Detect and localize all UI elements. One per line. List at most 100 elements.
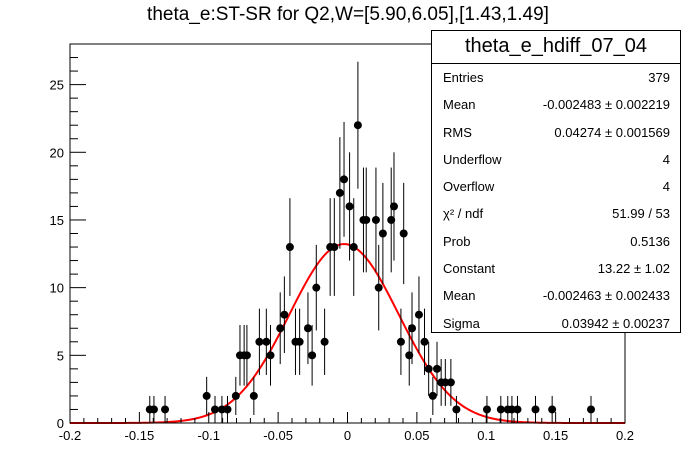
- data-point: [420, 308, 429, 375]
- data-marker: [387, 215, 396, 224]
- data-marker: [149, 405, 158, 414]
- data-marker: [312, 283, 321, 292]
- stat-value: 4: [662, 179, 670, 195]
- stat-value: 0.04274 ± 0.001569: [554, 124, 670, 140]
- data-marker: [330, 243, 339, 252]
- data-marker: [513, 405, 522, 414]
- stat-label: Mean: [443, 288, 476, 304]
- data-point: [349, 198, 358, 296]
- data-point: [389, 152, 398, 261]
- data-point: [210, 395, 219, 423]
- data-marker: [389, 202, 398, 211]
- data-point: [507, 395, 516, 423]
- data-points-layer: [145, 61, 596, 423]
- data-marker: [217, 405, 226, 414]
- x-tick-label: 0.05: [404, 428, 429, 443]
- stat-row-rms: RMS 0.04274 ± 0.001569: [432, 119, 680, 146]
- data-marker: [374, 283, 383, 292]
- data-point: [312, 244, 321, 331]
- data-point: [149, 395, 158, 423]
- data-marker: [441, 378, 450, 387]
- x-tick-label: -0.15: [125, 428, 155, 443]
- data-point: [202, 376, 211, 416]
- x-tick-label: -0.05: [263, 428, 293, 443]
- data-point: [374, 244, 383, 331]
- data-marker: [548, 405, 557, 414]
- stat-row-underflow: Underflow 4: [432, 146, 680, 173]
- data-marker: [432, 364, 441, 373]
- data-marker: [231, 391, 240, 400]
- data-point: [378, 182, 387, 285]
- stats-box: theta_e_hdiff_07_04 Entries 379 Mean -0.00…: [431, 30, 681, 333]
- data-point: [303, 292, 312, 365]
- data-point: [387, 167, 396, 273]
- x-tick-label: 0.15: [543, 428, 568, 443]
- data-marker: [531, 405, 540, 414]
- stat-label: RMS: [443, 124, 472, 140]
- y-tick-label: 5: [57, 348, 64, 363]
- data-marker: [295, 337, 304, 346]
- y-tick-label: 10: [50, 281, 64, 296]
- stat-value: -0.002463 ± 0.002433: [542, 288, 670, 304]
- data-marker: [507, 405, 516, 414]
- stat-row-entries: Entries 379: [432, 64, 680, 91]
- y-tick-label: 25: [50, 78, 64, 93]
- stat-row-constant: Constant 13.22 ± 1.02: [432, 255, 680, 282]
- y-tick-label: 0: [57, 416, 64, 431]
- data-marker: [161, 405, 170, 414]
- data-point: [249, 376, 258, 416]
- data-marker: [340, 175, 349, 184]
- data-marker: [223, 405, 232, 414]
- stat-row-prob: Prob 0.5136: [432, 228, 680, 255]
- data-point: [262, 308, 271, 375]
- data-point: [255, 308, 264, 375]
- stat-value: -0.002483 ± 0.002219: [542, 97, 670, 113]
- data-marker: [303, 324, 312, 333]
- data-marker: [262, 337, 271, 346]
- chart-title: theta_e:ST-SR for Q2,W=[5.90,6.05],[1.43…: [147, 4, 549, 25]
- y-tick-label: 20: [50, 145, 64, 160]
- data-point: [396, 308, 405, 375]
- data-point: [441, 358, 450, 406]
- stat-label: Constant: [443, 261, 496, 277]
- data-point: [330, 198, 339, 296]
- data-point: [446, 358, 455, 406]
- data-point: [242, 325, 251, 386]
- data-marker: [408, 324, 417, 333]
- data-marker: [280, 310, 289, 319]
- stat-value: 379: [648, 70, 670, 85]
- x-tick-label: 0.1: [477, 428, 495, 443]
- data-marker: [255, 337, 264, 346]
- data-marker: [482, 405, 491, 414]
- data-point: [482, 395, 491, 423]
- data-point: [587, 395, 596, 423]
- data-point: [362, 167, 371, 273]
- data-point: [266, 325, 275, 386]
- data-point: [371, 167, 380, 273]
- data-marker: [242, 351, 251, 360]
- data-marker: [424, 364, 433, 373]
- data-marker: [452, 405, 461, 414]
- data-point: [295, 308, 304, 375]
- stat-label: χ² / ndf: [443, 206, 484, 222]
- stat-label: Mean: [443, 97, 476, 113]
- data-marker: [496, 405, 505, 414]
- stat-row-fit-mean: Mean -0.002463 ± 0.002433: [432, 282, 680, 309]
- data-point: [335, 137, 344, 249]
- data-marker: [420, 337, 429, 346]
- stat-value: 0.5136: [630, 233, 670, 249]
- data-point: [345, 152, 354, 261]
- stat-label: Underflow: [443, 151, 502, 167]
- data-point: [161, 395, 170, 423]
- data-point: [353, 61, 362, 189]
- data-point: [340, 121, 349, 237]
- data-marker: [405, 351, 414, 360]
- data-point: [496, 395, 505, 423]
- x-tick-label: 0: [344, 428, 351, 443]
- data-marker: [345, 202, 354, 211]
- data-point: [399, 182, 408, 285]
- data-marker: [210, 405, 219, 414]
- data-marker: [202, 391, 211, 400]
- data-marker: [335, 188, 344, 197]
